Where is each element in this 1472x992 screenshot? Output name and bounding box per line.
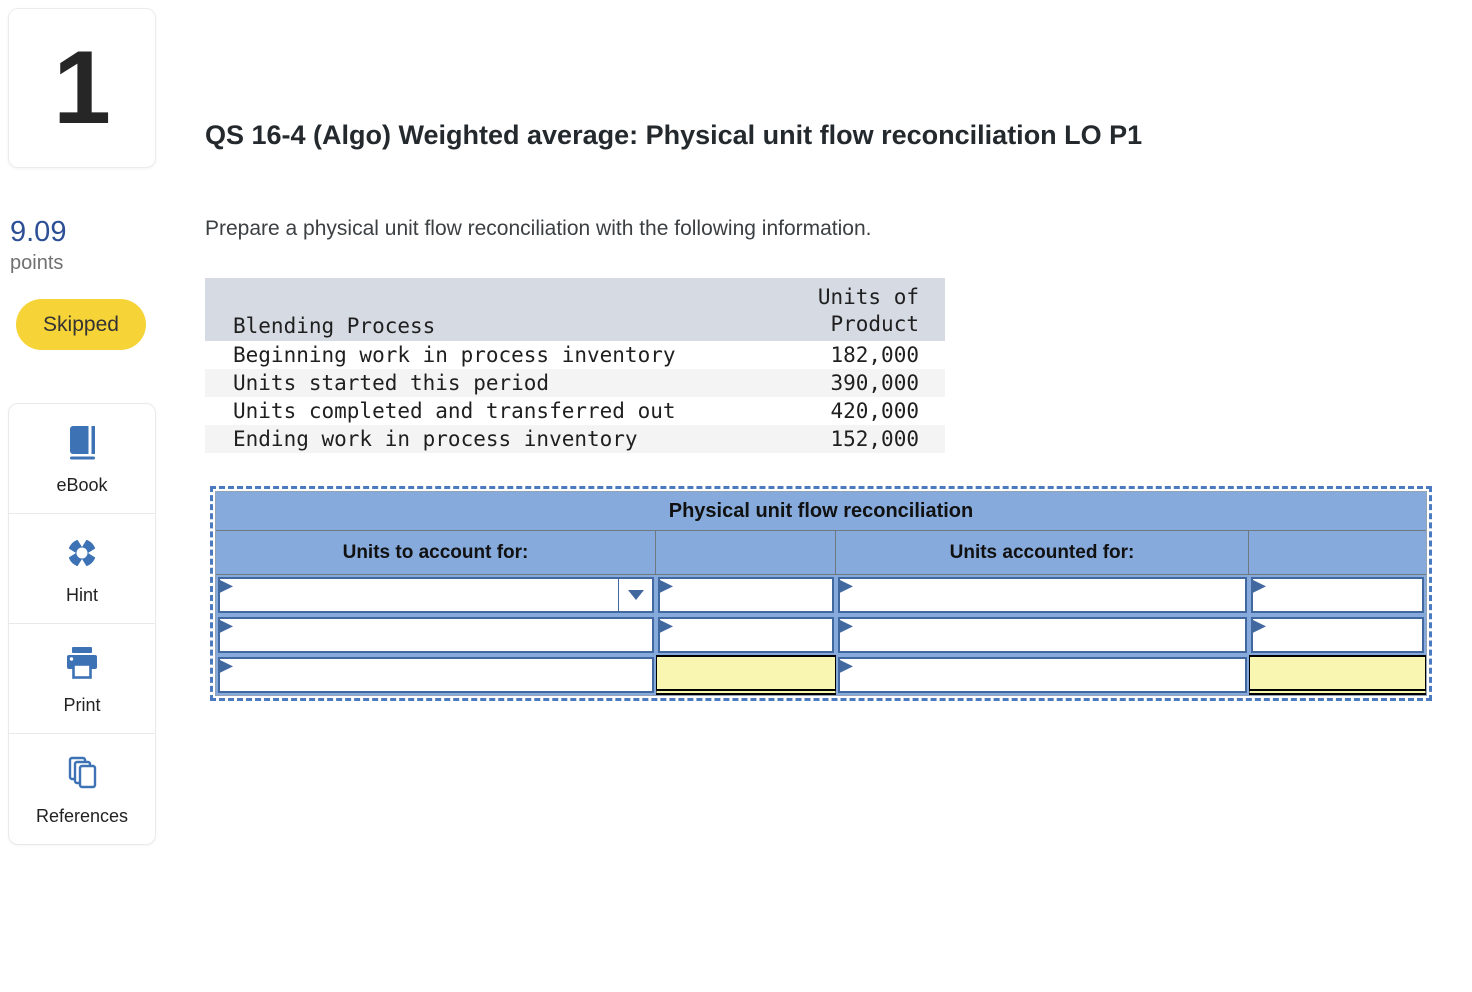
points-value: 9.09 <box>10 216 67 248</box>
row-value: 152,000 <box>830 427 919 451</box>
given-data-table: Blending Process Units of Product Beginn… <box>205 278 945 453</box>
answer-row-2 <box>216 615 1426 655</box>
left-total-highlight-cell <box>656 655 836 695</box>
dropdown-toggle[interactable] <box>618 579 652 611</box>
points-block: 9.09 points <box>10 216 66 275</box>
answer-table: Physical unit flow reconciliation Units … <box>215 491 1427 696</box>
cell-flag-icon <box>220 660 233 673</box>
answer-row1-left-amount-input[interactable] <box>658 577 834 613</box>
question-number-card: 1 <box>8 8 156 168</box>
process-name-header: Blending Process <box>205 278 730 341</box>
right-amount-column-header <box>1249 531 1426 574</box>
references-label: References <box>35 805 129 826</box>
status-badge: Skipped <box>16 299 146 350</box>
answer-row-1 <box>216 575 1426 615</box>
answer-region-marquee: Physical unit flow reconciliation Units … <box>210 486 1432 701</box>
table-row: Ending work in process inventory 152,000 <box>205 425 945 453</box>
row-label: Units started this period <box>233 371 550 395</box>
cell-flag-icon <box>840 660 853 673</box>
answer-table-column-headers: Units to account for: Units accounted fo… <box>216 531 1426 575</box>
print-button[interactable]: Print <box>9 624 155 734</box>
answer-table-title: Physical unit flow reconciliation <box>216 492 1426 531</box>
answer-row3-right-label-input[interactable] <box>838 657 1247 693</box>
answer-row-3 <box>216 655 1426 695</box>
points-label: points <box>10 252 64 274</box>
cell-flag-icon <box>1253 620 1266 633</box>
references-button[interactable]: References <box>9 734 155 844</box>
cell-flag-icon <box>840 580 853 593</box>
table-row: Beginning work in process inventory 182,… <box>205 341 945 369</box>
hint-label: Hint <box>65 585 98 605</box>
units-to-account-for-header: Units to account for: <box>216 531 656 574</box>
answer-row2-left-amount-input[interactable] <box>658 617 834 653</box>
answer-row1-label-select[interactable] <box>218 577 654 613</box>
units-accounted-for-header: Units accounted for: <box>836 531 1249 574</box>
hint-button[interactable]: Hint <box>9 514 155 624</box>
page-title: QS 16-4 (Algo) Weighted average: Physica… <box>205 120 1143 150</box>
status-badge-label: Skipped <box>43 312 119 336</box>
resource-toolbar: eBook Hint <box>8 403 156 845</box>
question-number: 1 <box>53 29 111 146</box>
table-row: Units started this period 390,000 <box>205 369 945 397</box>
units-of-product-header: Units of Product <box>730 278 945 341</box>
cell-flag-icon <box>220 620 233 633</box>
row-label: Ending work in process inventory <box>233 427 638 451</box>
cell-flag-icon <box>660 620 673 633</box>
answer-row2-right-amount-input[interactable] <box>1251 617 1424 653</box>
print-label: Print <box>63 695 101 715</box>
instruction-text: Prepare a physical unit flow reconciliat… <box>205 217 872 240</box>
chevron-down-icon <box>627 590 644 600</box>
row-value: 182,000 <box>830 343 919 367</box>
row-label: Beginning work in process inventory <box>233 343 676 367</box>
book-icon <box>60 421 104 470</box>
right-total-highlight-cell <box>1249 655 1426 695</box>
cell-flag-icon <box>840 620 853 633</box>
stacked-pages-icon <box>60 752 104 801</box>
row-value: 420,000 <box>830 399 919 423</box>
answer-row2-label-input[interactable] <box>218 617 654 653</box>
row-value: 390,000 <box>830 371 919 395</box>
answer-row3-label-input[interactable] <box>218 657 654 693</box>
answer-row1-right-amount-input[interactable] <box>1251 577 1424 613</box>
ebook-button[interactable]: eBook <box>9 404 155 514</box>
cell-flag-icon <box>1253 580 1266 593</box>
printer-icon <box>60 641 104 690</box>
cell-flag-icon <box>220 580 233 593</box>
answer-row2-right-label-input[interactable] <box>838 617 1247 653</box>
table-row: Units completed and transferred out 420,… <box>205 397 945 425</box>
given-data-header-row: Blending Process Units of Product <box>205 278 945 341</box>
left-amount-column-header <box>656 531 836 574</box>
row-label: Units completed and transferred out <box>233 399 676 423</box>
ebook-label: eBook <box>56 475 108 495</box>
cell-flag-icon <box>660 580 673 593</box>
lifebuoy-icon <box>60 531 104 580</box>
answer-row1-right-label-input[interactable] <box>838 577 1247 613</box>
